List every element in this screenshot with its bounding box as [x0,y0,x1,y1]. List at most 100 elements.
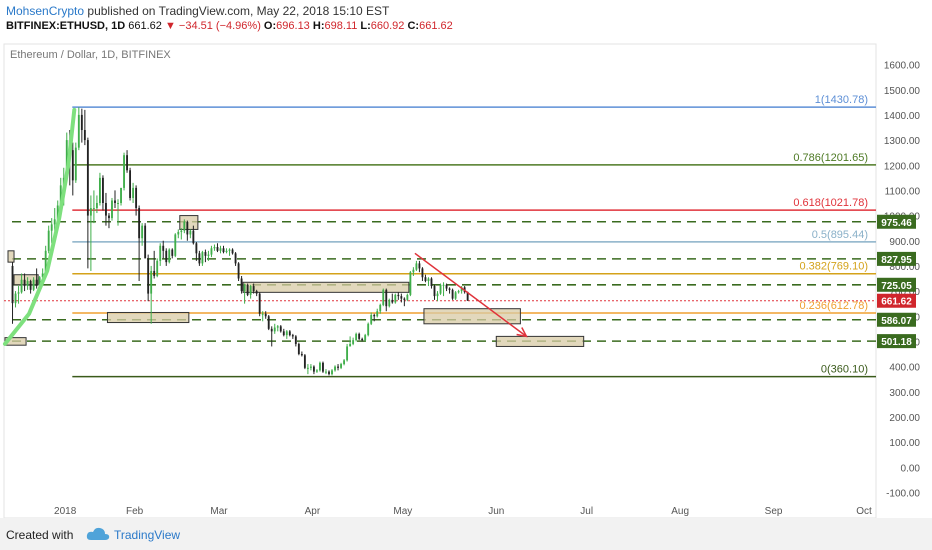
candle-body [222,248,225,253]
candle-body [261,313,264,315]
candle-body [35,279,38,287]
candle-body [319,362,321,371]
chart-pane[interactable] [3,43,877,518]
fib-level-label: 0(360.10) [821,364,868,376]
candle-body [77,114,80,148]
price-tag [877,251,916,266]
x-tick-label: Feb [126,506,144,517]
footer-bar: Created with TradingView [0,518,932,550]
candle-body [343,360,346,365]
candle-body [17,292,20,294]
candle-body [415,263,418,270]
price-tag-label: 827.95 [881,255,912,266]
parabolic-curve [3,107,77,346]
candle-body [141,225,144,239]
candle-body [364,335,367,341]
candle-body [421,268,424,278]
y-tick-label: 700.00 [889,287,920,298]
candle-body [11,265,14,304]
candle-body [349,343,352,347]
x-tick-label: Apr [305,506,321,517]
candle-body [306,367,309,369]
publish-info: published on TradingView.com, May 22, 20… [87,4,390,18]
candle-body [132,187,135,198]
x-tick-label: Sep [765,506,783,517]
candle-body [312,366,315,372]
candle-body [433,286,436,297]
candle-body [53,219,56,225]
close-value: 661.62 [419,20,453,32]
low-value: 660.92 [370,20,405,32]
candle-body [38,277,41,287]
candle-body [162,245,165,251]
candle-body [14,293,17,304]
candle-body [382,289,385,305]
y-tick-label: 1600.00 [884,61,921,72]
candle-body [445,284,448,289]
candle-body [168,249,171,263]
y-tick-label: 900.00 [889,237,920,248]
fib-level-label: 0.5(895.44) [812,229,868,241]
candle-body [451,289,454,299]
price-zone [179,215,199,230]
price-tag [877,277,916,292]
author-link[interactable]: MohsenCrypto [6,4,85,18]
high-value: 698.11 [324,20,358,32]
tradingview-cloud-icon[interactable] [86,526,110,542]
y-tick-label: 1100.00 [885,186,921,197]
y-tick-label: 100.00 [889,438,920,449]
price-tag [877,312,916,327]
y-tick-label: -100.00 [886,488,920,499]
last-price: 661.62 [128,20,162,32]
candle-body [177,231,180,235]
candle-body [285,331,288,336]
candle-body [276,326,279,328]
candle-body [183,221,186,231]
candle-body [448,288,451,290]
close-label: C: [407,20,420,32]
candle-body [424,277,427,282]
candle-body [213,247,216,249]
candle-body [397,294,400,297]
candle-body [29,281,32,290]
publish-line: MohsenCrypto published on TradingView.co… [6,4,389,18]
candle-body [337,366,339,368]
x-tick-label: 2018 [54,506,77,517]
candle-body [50,224,53,231]
candle-body [180,230,183,232]
candle-body [376,311,379,317]
candle-body [174,234,177,256]
tradingview-brand[interactable]: TradingView [114,528,181,542]
candle-body [201,252,204,264]
trend-arrow-head [516,327,528,338]
candle-body [23,279,26,287]
price-chart[interactable]: Ethereum / Dollar, 1D, BITFINEX 1(1430.7… [0,0,932,518]
price-tag-label: 975.46 [881,218,912,229]
y-tick-label: 200.00 [889,413,920,424]
chart-header: MohsenCrypto published on TradingView.co… [0,0,932,42]
price-tag [877,214,916,229]
candle-body [231,249,234,254]
price-zone [106,311,190,324]
candle-body [56,205,59,220]
candle-body [325,371,327,373]
x-tick-label: Aug [671,506,689,517]
fib-level-label: 0.236(612.78) [800,300,869,312]
candle-body [74,147,77,181]
fib-level-label: 0.618(1021.78) [793,197,868,209]
candle-body [98,177,101,203]
candle-body [352,340,355,344]
candle-body [246,284,249,295]
ohlc-line: BITFINEX:ETHUSD, 1D 661.62 ▼ −34.51 (−4.… [6,20,453,32]
price-zone [7,250,15,263]
candle-body [388,299,391,307]
candle-body [225,250,228,253]
created-with-label: Created with [6,528,74,542]
candle-body [105,203,107,216]
candle-body [303,355,306,368]
fib-level-label: 0.786(1201.65) [793,152,868,164]
candle-body [207,254,210,256]
candle-body [258,293,261,314]
candle-body [144,225,147,259]
x-tick-label: May [393,506,412,517]
